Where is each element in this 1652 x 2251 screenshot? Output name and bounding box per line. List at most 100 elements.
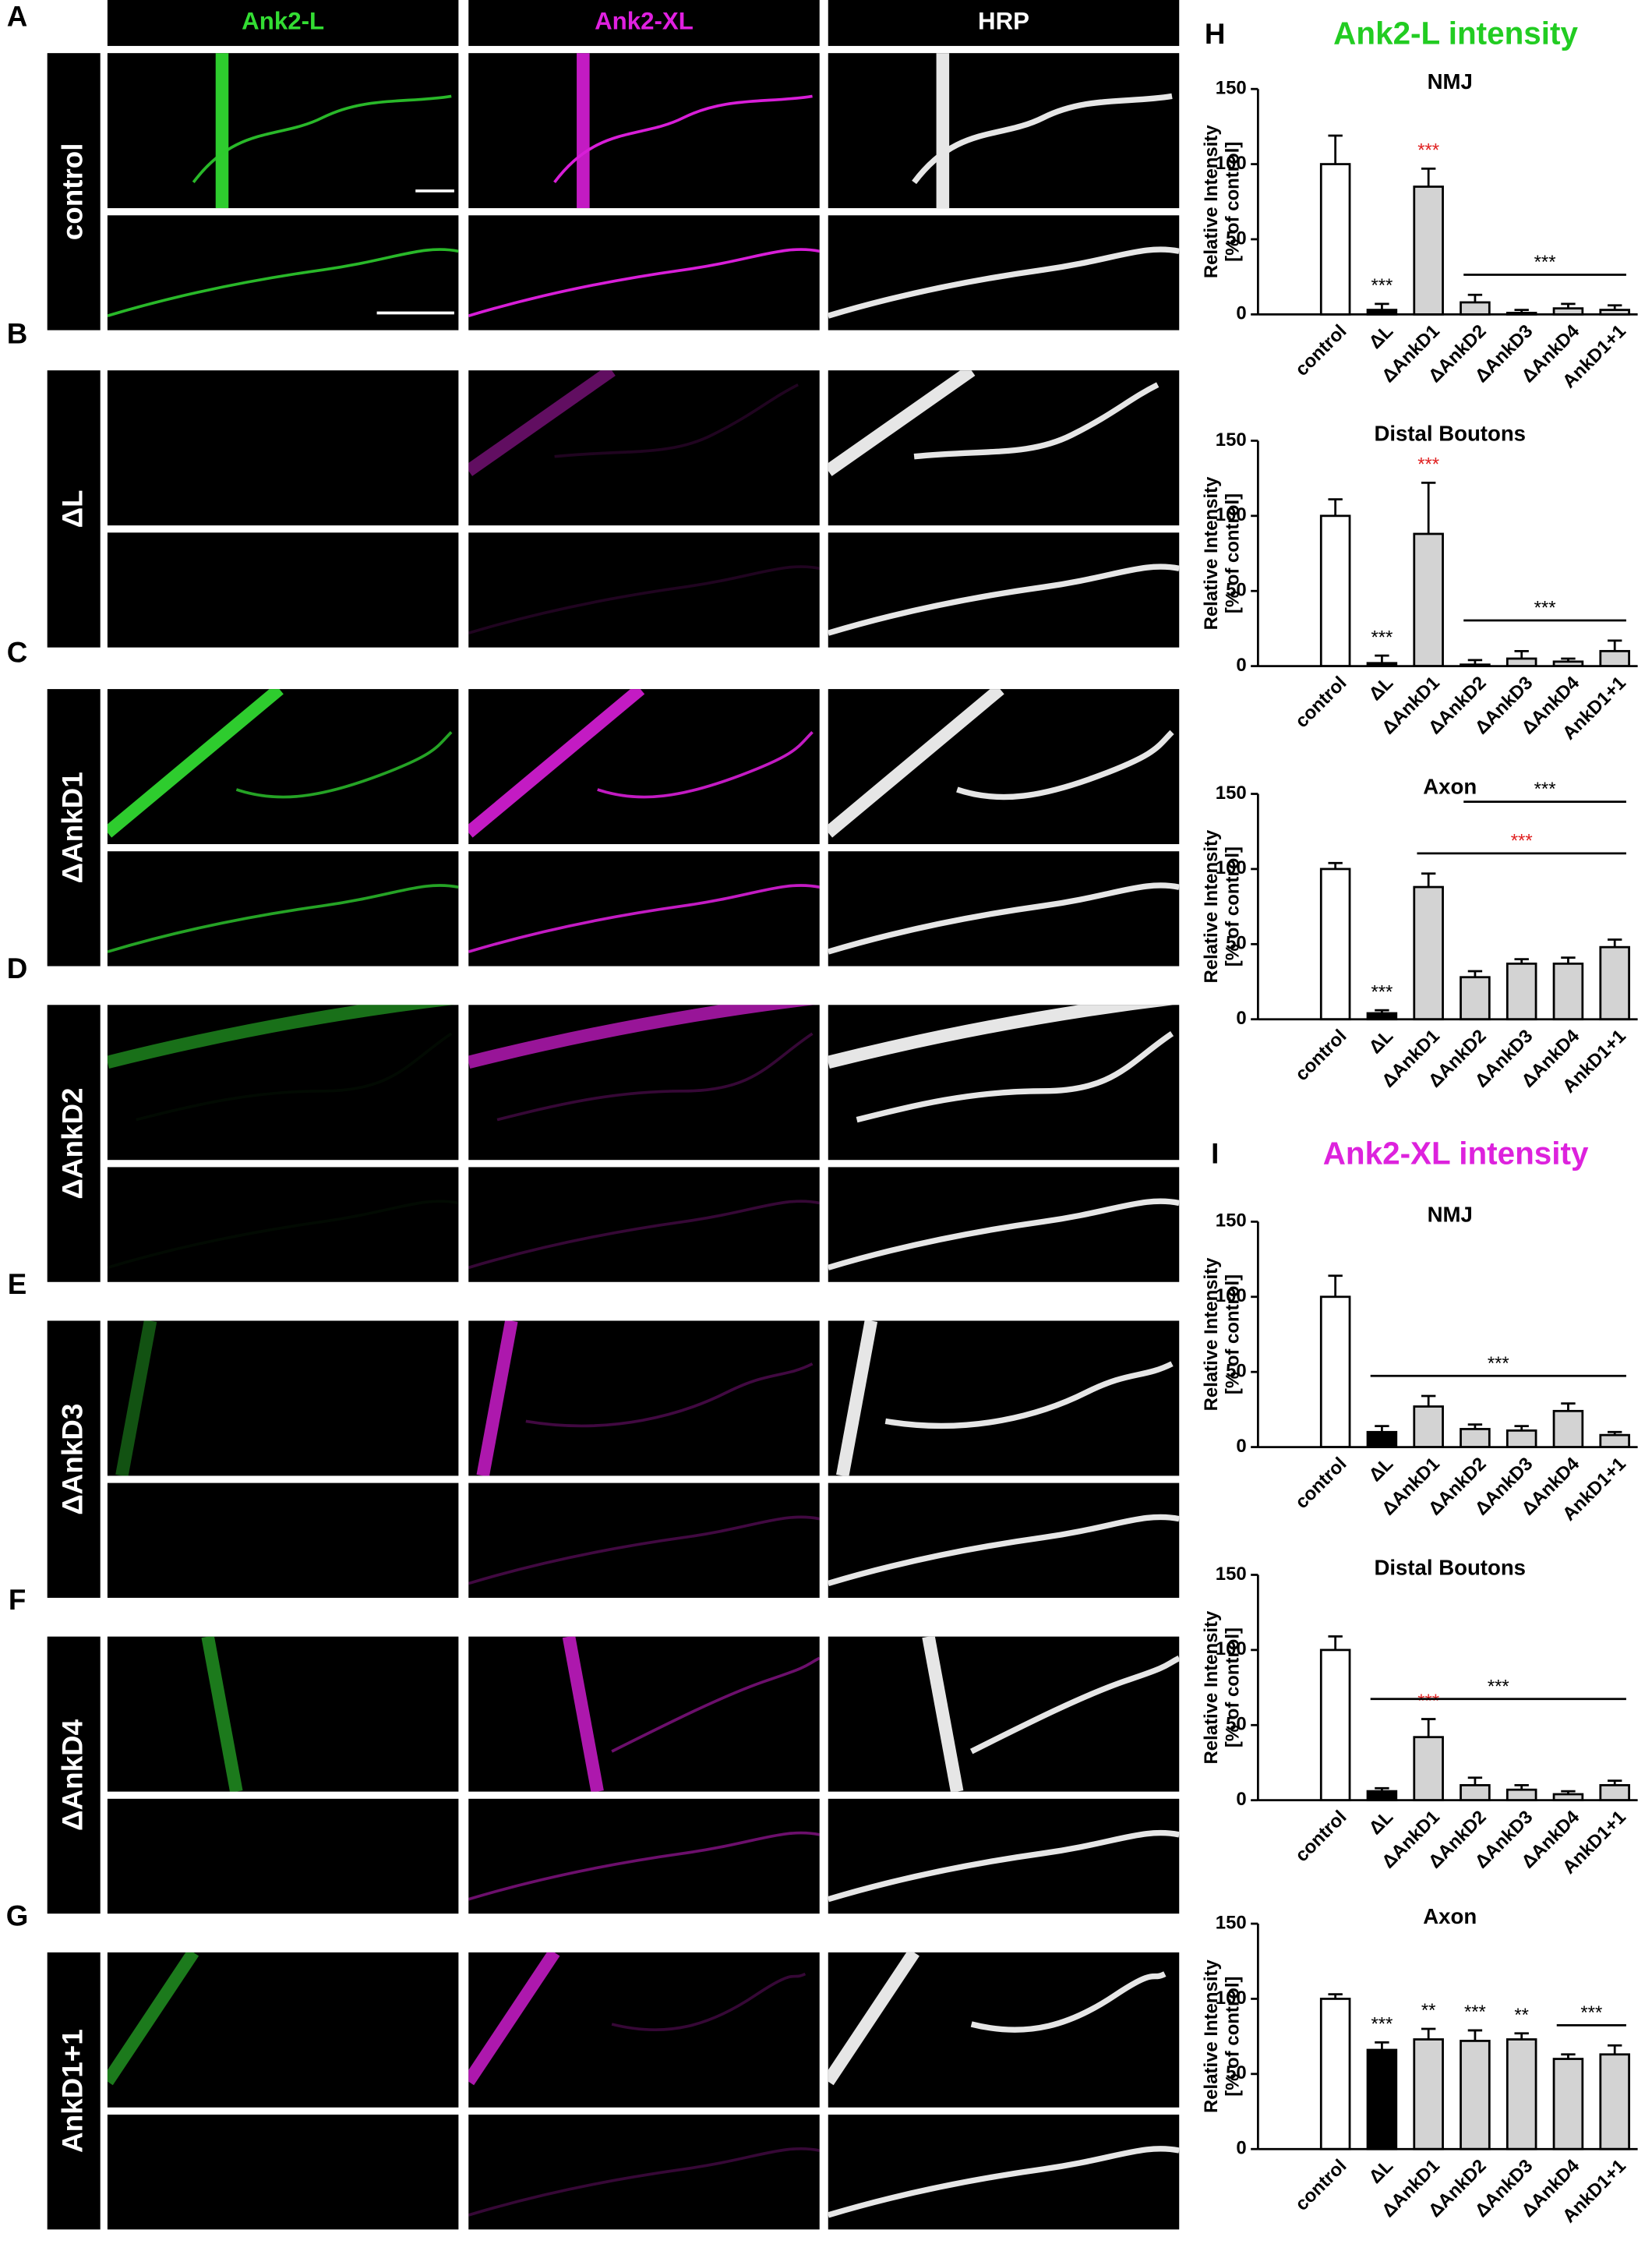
branch (970, 1971, 1167, 2033)
y-tick-label: 150 (1216, 429, 1247, 451)
branch (468, 1831, 820, 1901)
x-tick-label: ΔL (1365, 320, 1398, 353)
micrograph (828, 1005, 1180, 1161)
y-tick-label: 0 (1236, 2138, 1246, 2159)
bar (1506, 657, 1537, 667)
x-tick-label: control (1291, 320, 1350, 380)
micrograph (468, 1952, 820, 2108)
nerve (468, 370, 616, 476)
branch (828, 564, 1180, 636)
micrograph (468, 1798, 820, 1914)
bar (1460, 976, 1491, 1021)
micrograph (828, 1167, 1180, 1282)
branch (192, 94, 452, 184)
micrograph (107, 1482, 459, 1598)
micrograph-background (468, 1167, 820, 1282)
branch (235, 731, 453, 799)
micrograph (107, 1167, 459, 1282)
x-tick-label: ΔL (1365, 1454, 1398, 1486)
column-header: Ank2-XL (595, 8, 694, 35)
bar (1319, 514, 1351, 667)
micrograph-background (468, 532, 820, 648)
y-tick-label: 0 (1236, 1436, 1246, 1457)
micrograph (828, 370, 1180, 526)
bar (1366, 1430, 1398, 1448)
micrograph-background (107, 2115, 459, 2230)
branch (107, 248, 459, 317)
branch (884, 1361, 1174, 1429)
significance-label: *** (1417, 1691, 1439, 1712)
panel-letter: C (7, 637, 28, 669)
bar (1319, 1295, 1351, 1448)
micrograph (107, 689, 459, 844)
branch (828, 246, 1180, 319)
micrograph (828, 215, 1180, 330)
micrograph (107, 53, 459, 209)
micrograph (107, 1798, 459, 1914)
micrograph-content (922, 1636, 1180, 1792)
column-header-box (828, 0, 1180, 46)
bar (1552, 1409, 1584, 1448)
micrograph-background (828, 1167, 1180, 1282)
micrograph-background (107, 851, 459, 966)
branch (107, 1200, 459, 1270)
y-tick-label: 0 (1236, 303, 1246, 324)
bar (1506, 962, 1537, 1021)
row-label-box (47, 689, 101, 966)
y-tick-label: 100 (1216, 1285, 1247, 1306)
branch (468, 1200, 820, 1270)
bar (1599, 1784, 1630, 1802)
y-tick-label: 50 (1226, 933, 1247, 954)
micrograph-background (107, 1167, 459, 1282)
branch (468, 248, 820, 317)
row-label: ΔAnkD4 (56, 1719, 88, 1831)
bar (1319, 1998, 1351, 2150)
branch (468, 1515, 820, 1585)
significance-label: *** (1534, 598, 1556, 619)
significance-label: *** (1580, 2002, 1602, 2023)
micrograph (107, 1005, 459, 1161)
micrograph-content (107, 1200, 459, 1270)
branch (525, 1362, 814, 1428)
x-tick-label: ΔL (1365, 1026, 1398, 1058)
y-axis-label: [% of control] (1222, 846, 1243, 966)
x-tick-label: ΔL (1365, 673, 1398, 705)
micrograph (468, 689, 820, 844)
branch (468, 565, 820, 635)
section-title: Ank2-L intensity (1333, 16, 1578, 51)
nerve (828, 1952, 920, 2086)
micrograph (107, 1636, 459, 1792)
y-tick-label: 150 (1216, 1210, 1247, 1232)
panel-letter: H (1205, 18, 1226, 50)
y-tick-label: 150 (1216, 77, 1247, 98)
bar (1413, 1736, 1444, 1802)
bar (1552, 2058, 1584, 2150)
micrograph-background (828, 1482, 1180, 1598)
nerve (562, 1636, 604, 1792)
row-label-box (47, 1636, 101, 1914)
y-tick-label: 50 (1226, 1360, 1247, 1381)
micrograph-content (468, 565, 820, 635)
column-header-box (468, 0, 820, 46)
significance-label: *** (1488, 1353, 1509, 1374)
x-tick-label: ΔL (1365, 1807, 1398, 1839)
branch (828, 1829, 1180, 1903)
row-label: AnkD1+1 (56, 2029, 88, 2153)
nerve (107, 1952, 199, 2086)
micrograph-content (828, 2146, 1180, 2218)
micrograph-background (107, 1636, 459, 1792)
micrograph-background (107, 1952, 459, 2108)
chart-title: Distal Boutons (1374, 1555, 1526, 1579)
row-label: ΔAnkD2 (56, 1087, 88, 1199)
bar (1506, 1788, 1537, 1802)
branch (468, 2147, 820, 2217)
branch (136, 1032, 453, 1122)
y-axis-label: [% of control] (1222, 1274, 1243, 1394)
micrograph (828, 2115, 1180, 2230)
section-title: Ank2-XL intensity (1323, 1135, 1589, 1171)
significance-label: *** (1534, 779, 1556, 800)
micrograph-content (828, 1514, 1180, 1587)
micrograph-content (828, 370, 1160, 476)
branch (553, 94, 813, 184)
micrograph (828, 689, 1180, 844)
